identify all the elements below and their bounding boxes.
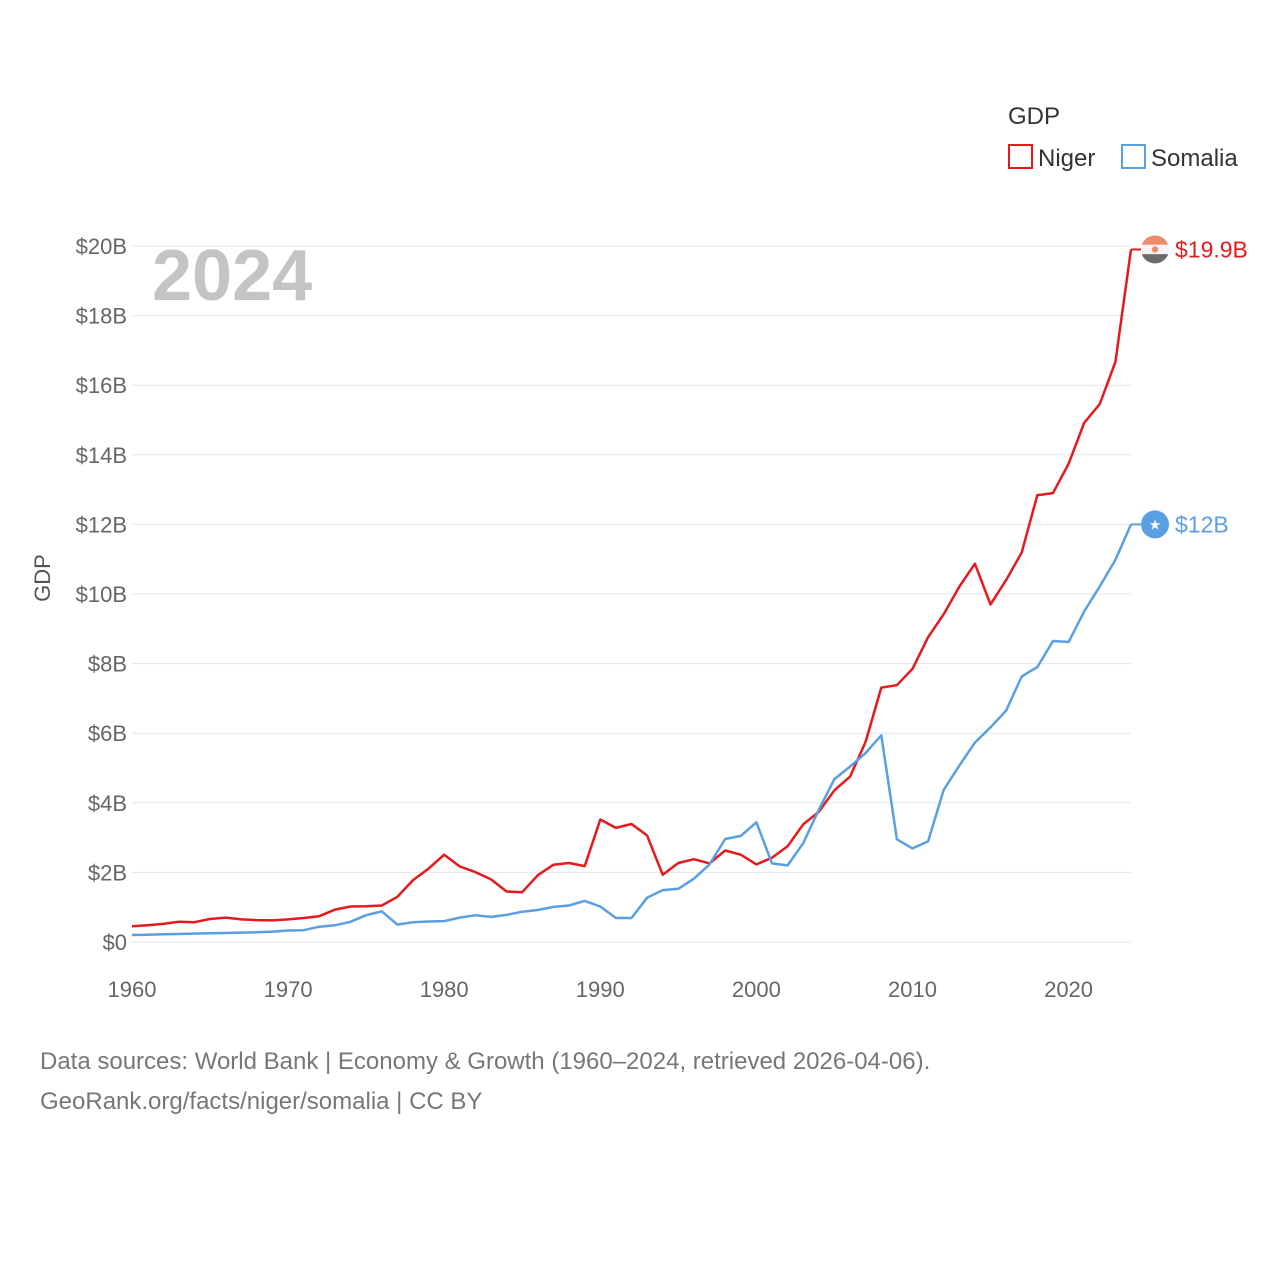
series-line-somalia[interactable] — [131, 523, 1133, 937]
niger-flag-icon — [1141, 235, 1169, 264]
series-lines — [131, 249, 1133, 937]
legend-item-somalia[interactable]: Somalia — [1121, 144, 1238, 172]
y-tick-label: $14B — [76, 443, 127, 468]
x-tick-label: 1970 — [264, 977, 313, 1002]
y-tick-label: $8B — [88, 652, 127, 677]
y-tick-label: $10B — [76, 582, 127, 607]
footer: Data sources: World Bank | Economy & Gro… — [40, 1042, 930, 1122]
legend-label-niger: Niger — [1038, 145, 1095, 172]
x-tick-label: 2020 — [1044, 977, 1093, 1002]
y-axis-ticks: $0 $2B $4B $6B $8B $10B $12B $14B $16B $18B $20B — [76, 234, 127, 955]
x-axis-ticks: 1960 1970 1980 1990 2000 2010 2020 — [108, 977, 1094, 1002]
legend: GDP Niger Somalia — [1008, 103, 1238, 172]
legend-title: GDP — [1008, 103, 1060, 130]
x-tick-label: 1980 — [420, 977, 469, 1002]
somalia-flag-icon: ★ — [1141, 510, 1169, 539]
legend-swatch-somalia — [1121, 144, 1146, 169]
y-tick-label: $12B — [76, 512, 127, 537]
gridlines — [132, 245, 1131, 943]
x-tick-label: 1990 — [576, 977, 625, 1002]
y-axis-title: GDP — [30, 554, 55, 602]
y-tick-label: $2B — [88, 860, 127, 885]
year-label: 2024 — [152, 236, 312, 316]
x-tick-label: 2000 — [732, 977, 781, 1002]
source-link[interactable]: GeoRank.org/facts/niger/somalia | CC BY — [40, 1088, 483, 1115]
y-tick-label: $16B — [76, 373, 127, 398]
end-value-label-niger: $19.9B — [1175, 236, 1248, 262]
data-source-note: Data sources: World Bank | Economy & Gro… — [40, 1048, 931, 1075]
end-markers: $19.9B ★ $12B — [1131, 235, 1248, 539]
legend-label-somalia: Somalia — [1151, 145, 1238, 172]
svg-text:★: ★ — [1149, 517, 1162, 533]
y-tick-label: $4B — [88, 791, 127, 816]
y-tick-label: $0 — [103, 930, 127, 955]
x-tick-label: 1960 — [108, 977, 157, 1002]
series-line-niger[interactable] — [131, 249, 1133, 928]
y-tick-label: $20B — [76, 234, 127, 259]
legend-item-niger[interactable]: Niger — [1008, 144, 1095, 172]
end-value-label-somalia: $12B — [1175, 511, 1229, 537]
x-tick-label: 2010 — [888, 977, 937, 1002]
gdp-line-chart: $0 $2B $4B $6B $8B $10B $12B $14B $16B $18B $20B 1… — [30, 103, 1248, 1002]
legend-swatch-niger — [1008, 144, 1033, 169]
y-tick-label: $6B — [88, 721, 127, 746]
y-tick-label: $18B — [76, 304, 127, 329]
